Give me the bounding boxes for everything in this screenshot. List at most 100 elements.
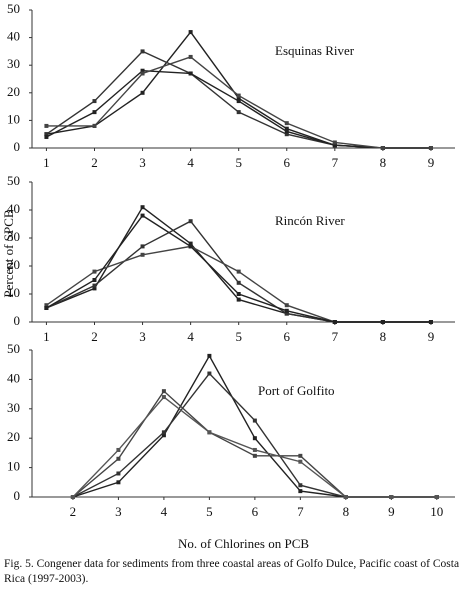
point-marker [116, 456, 121, 461]
panel-title: Esquinas River [275, 43, 355, 58]
point-marker [161, 389, 166, 394]
point-marker [44, 303, 49, 308]
point-marker [140, 205, 145, 210]
point-marker [236, 297, 241, 302]
point-marker [188, 54, 193, 59]
x-tick-label: 3 [115, 504, 122, 519]
y-tick-label: 10 [7, 459, 20, 474]
point-marker [236, 93, 241, 98]
x-tick-label: 2 [70, 504, 77, 519]
x-axis-label: No. of Chlorines on PCB [178, 536, 309, 551]
y-tick-label: 50 [7, 341, 20, 356]
x-tick-label: 7 [332, 329, 339, 344]
point-marker [188, 30, 193, 35]
point-marker [140, 49, 145, 54]
x-tick-label: 8 [380, 329, 387, 344]
y-tick-label: 30 [7, 56, 20, 71]
point-marker [380, 146, 385, 150]
point-marker [284, 121, 289, 126]
y-tick-label: 40 [7, 29, 20, 44]
point-marker [188, 219, 193, 224]
point-marker [92, 123, 97, 128]
point-marker [284, 129, 289, 134]
point-marker [92, 283, 97, 288]
x-tick-label: 2 [91, 155, 98, 170]
x-tick-label: 9 [428, 155, 435, 170]
y-axis-label: Percent of SPCB [1, 209, 16, 297]
point-marker [161, 395, 166, 400]
point-marker [188, 71, 193, 76]
y-tick-label: 0 [14, 488, 21, 503]
x-tick-label: 7 [297, 504, 304, 519]
y-tick-label: 20 [7, 84, 20, 99]
x-tick-label: 5 [206, 504, 213, 519]
x-tick-label: 9 [428, 329, 435, 344]
point-marker [140, 244, 145, 249]
x-tick-label: 9 [388, 504, 395, 519]
point-marker [92, 286, 97, 291]
x-tick-label: 7 [332, 155, 339, 170]
x-tick-label: 4 [187, 155, 194, 170]
point-marker [140, 68, 145, 73]
y-tick-label: 10 [7, 285, 20, 300]
point-marker [343, 495, 348, 499]
point-marker [298, 489, 303, 494]
series-line [46, 70, 431, 149]
point-marker [332, 320, 337, 324]
point-marker [140, 71, 145, 76]
point-marker [161, 433, 166, 438]
point-marker [236, 292, 241, 296]
caption: Fig. 5. Congener data for sediments from… [4, 558, 460, 585]
point-marker [44, 134, 49, 139]
point-marker [284, 303, 289, 308]
x-tick-label: 8 [380, 155, 387, 170]
point-marker [140, 90, 145, 95]
point-marker [389, 495, 394, 499]
x-tick-label: 10 [430, 504, 443, 519]
x-tick-label: 4 [161, 504, 168, 519]
y-tick-label: 40 [7, 201, 20, 216]
point-marker [298, 453, 303, 458]
point-marker [284, 311, 289, 316]
point-marker [44, 132, 49, 137]
point-marker [434, 495, 439, 499]
panel-title: Rincón River [275, 213, 345, 228]
y-tick-label: 0 [14, 139, 21, 154]
series-line [72, 372, 437, 498]
x-tick-label: 1 [43, 155, 50, 170]
point-marker [428, 320, 433, 324]
point-marker [207, 353, 212, 358]
point-marker [140, 252, 145, 257]
point-marker [236, 110, 241, 115]
point-marker [188, 244, 193, 249]
point-marker [236, 96, 241, 101]
point-marker [252, 436, 257, 441]
x-tick-label: 5 [235, 329, 242, 344]
point-marker [284, 308, 289, 313]
point-marker [92, 278, 97, 282]
x-tick-label: 1 [43, 329, 50, 344]
point-marker [428, 146, 433, 150]
point-marker [44, 306, 49, 310]
point-marker [236, 280, 241, 285]
series-line [72, 390, 437, 498]
point-marker [207, 430, 212, 435]
point-marker [44, 123, 49, 128]
x-tick-label: 4 [187, 329, 194, 344]
point-marker [92, 110, 97, 115]
panel-title: Port of Golfito [258, 383, 335, 398]
x-tick-label: 8 [343, 504, 350, 519]
point-marker [92, 99, 97, 104]
point-marker [116, 480, 121, 485]
series-line [46, 30, 431, 149]
point-marker [70, 495, 75, 499]
x-tick-label: 6 [284, 329, 291, 344]
point-marker [188, 241, 193, 246]
y-tick-label: 20 [7, 429, 20, 444]
y-tick-label: 50 [7, 173, 20, 188]
point-marker [380, 320, 385, 324]
x-tick-label: 3 [139, 155, 146, 170]
y-tick-label: 0 [14, 313, 21, 328]
y-tick-label: 40 [7, 370, 20, 385]
